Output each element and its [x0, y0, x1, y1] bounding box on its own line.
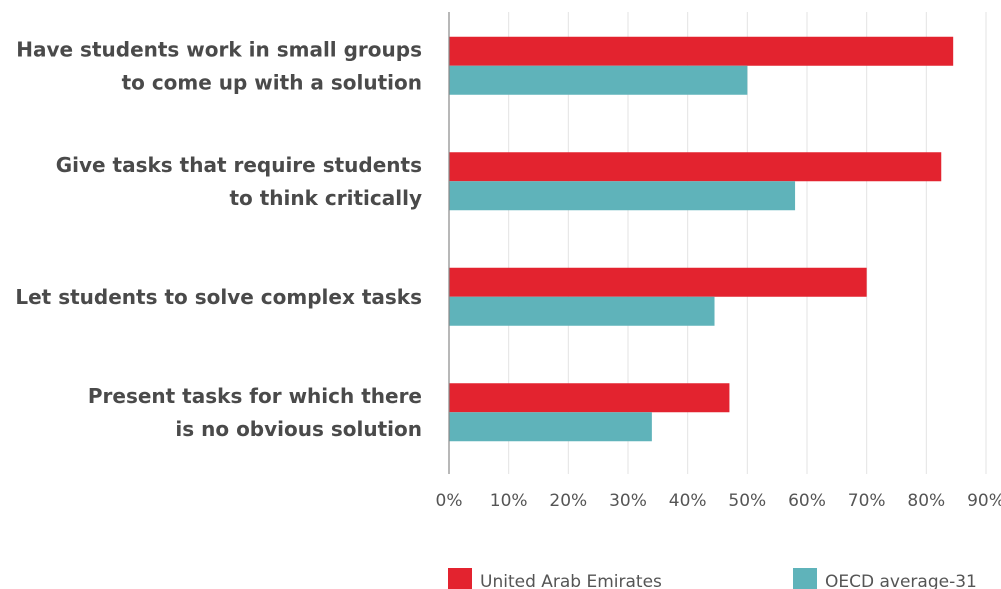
category-label: Have students work in small groups — [16, 37, 422, 61]
legend: United Arab Emirates OECD average-31 — [448, 568, 977, 589]
bar-united-arab-emirates — [449, 267, 867, 297]
x-tick-label: 40% — [669, 491, 707, 511]
x-tick-label: 30% — [609, 491, 647, 511]
bar-oecd-average-31 — [449, 181, 796, 211]
category-label: is no obvious solution — [175, 417, 422, 441]
category-labels: Have students work in small groups to com… — [15, 37, 422, 441]
bar-united-arab-emirates — [449, 152, 942, 182]
bars — [449, 36, 954, 442]
category-label: Present tasks for which there — [88, 384, 422, 408]
category-label: to come up with a solution — [122, 70, 422, 94]
legend-label: United Arab Emirates — [480, 572, 662, 589]
x-tick-label: 0% — [436, 491, 463, 511]
x-tick-label: 50% — [728, 491, 766, 511]
category-label: to think critically — [229, 186, 422, 210]
bar-united-arab-emirates — [449, 383, 730, 413]
bar-oecd-average-31 — [449, 65, 748, 95]
legend-swatch — [448, 568, 472, 589]
bar-united-arab-emirates — [449, 36, 954, 66]
x-tick-label: 70% — [848, 491, 886, 511]
x-tick-labels: 0% 10% 20% 30% 40% 50% 60% 70% 80% 90% — [436, 491, 1001, 511]
x-tick-label: 80% — [907, 491, 945, 511]
legend-swatch — [793, 568, 817, 589]
x-tick-label: 10% — [490, 491, 528, 511]
category-label: Let students to solve complex tasks — [15, 285, 422, 309]
category-label: Give tasks that require students — [56, 153, 422, 177]
x-tick-label: 60% — [788, 491, 826, 511]
bar-oecd-average-31 — [449, 296, 715, 326]
legend-label: OECD average-31 — [825, 572, 977, 589]
x-tick-label: 90% — [967, 491, 1001, 511]
x-tick-label: 20% — [549, 491, 587, 511]
bar-oecd-average-31 — [449, 412, 652, 442]
